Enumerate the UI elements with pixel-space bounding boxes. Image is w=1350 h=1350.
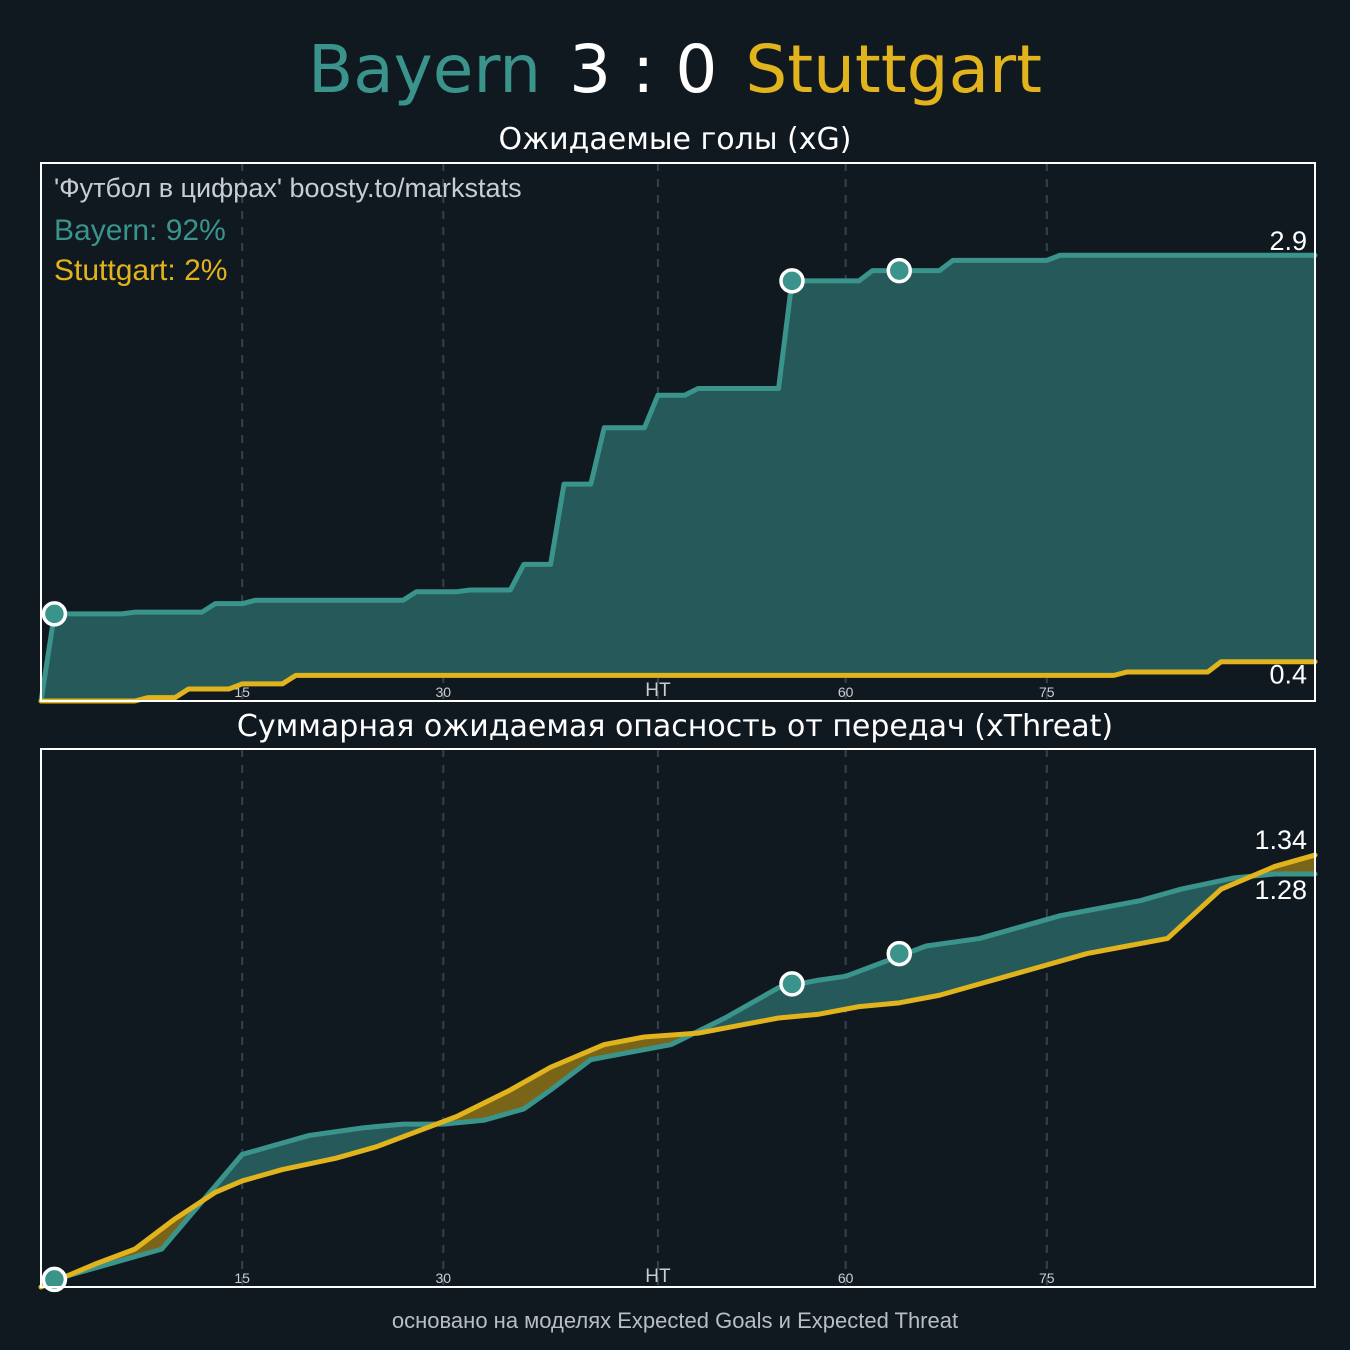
win-probability-bayern: Bayern: 92%	[54, 214, 226, 247]
xg-end-label-high: 2.9	[1269, 226, 1307, 256]
xt-gap-fill	[201, 1124, 437, 1202]
xt-frame	[40, 748, 1316, 1288]
xg-tick-label: HT	[645, 680, 671, 701]
watermark-text: 'Футбол в цифрах' boosty.to/markstats	[54, 173, 522, 203]
footer-note: основано на моделях Expected Goals и Exp…	[391, 1308, 959, 1333]
xt-end-label-high: 1.34	[1254, 825, 1307, 855]
xg-tick-label: 60	[838, 684, 854, 700]
xt-tick-label: HT	[645, 1266, 671, 1287]
xt-tick-label: 60	[838, 1270, 854, 1286]
xg-tick-label: 75	[1039, 684, 1055, 700]
xt-end-label-low: 1.28	[1254, 875, 1307, 905]
xt-tick-label: 75	[1039, 1270, 1055, 1286]
xt-goal-marker	[886, 940, 913, 967]
xthreat-chart-title: Суммарная ожидаемая опасность от передач…	[236, 709, 1114, 744]
home-team-name: Bayern	[307, 31, 542, 108]
xt-home-line	[38, 871, 1318, 1290]
match-score: 3 : 0	[569, 31, 718, 108]
match-header: Bayern 3 : 0 Stuttgart	[0, 28, 1350, 112]
xg-end-label-low: 0.4	[1269, 660, 1307, 690]
xt-tick-label: 15	[234, 1270, 250, 1286]
xt-gap-fill	[691, 876, 1252, 1035]
xt-goal-marker	[41, 1266, 68, 1293]
xg-goal-marker	[41, 601, 68, 627]
away-team-name: Stuttgart	[745, 31, 1043, 108]
xg-frame	[40, 162, 1316, 702]
xg-chart-title: Ожидаемые голы (xG)	[498, 122, 852, 157]
xg-away-line	[38, 659, 1318, 704]
xt-away-line	[38, 852, 1318, 1290]
xt-goal-marker	[779, 971, 805, 997]
xt-tick-label: 30	[436, 1270, 452, 1286]
xg-gap-fill	[41, 255, 1315, 701]
win-probability-stuttgart: Stuttgart: 2%	[54, 254, 227, 287]
xg-tick-label: 30	[436, 684, 452, 700]
xg-goal-marker	[886, 257, 913, 284]
xg-goal-marker	[779, 268, 805, 294]
